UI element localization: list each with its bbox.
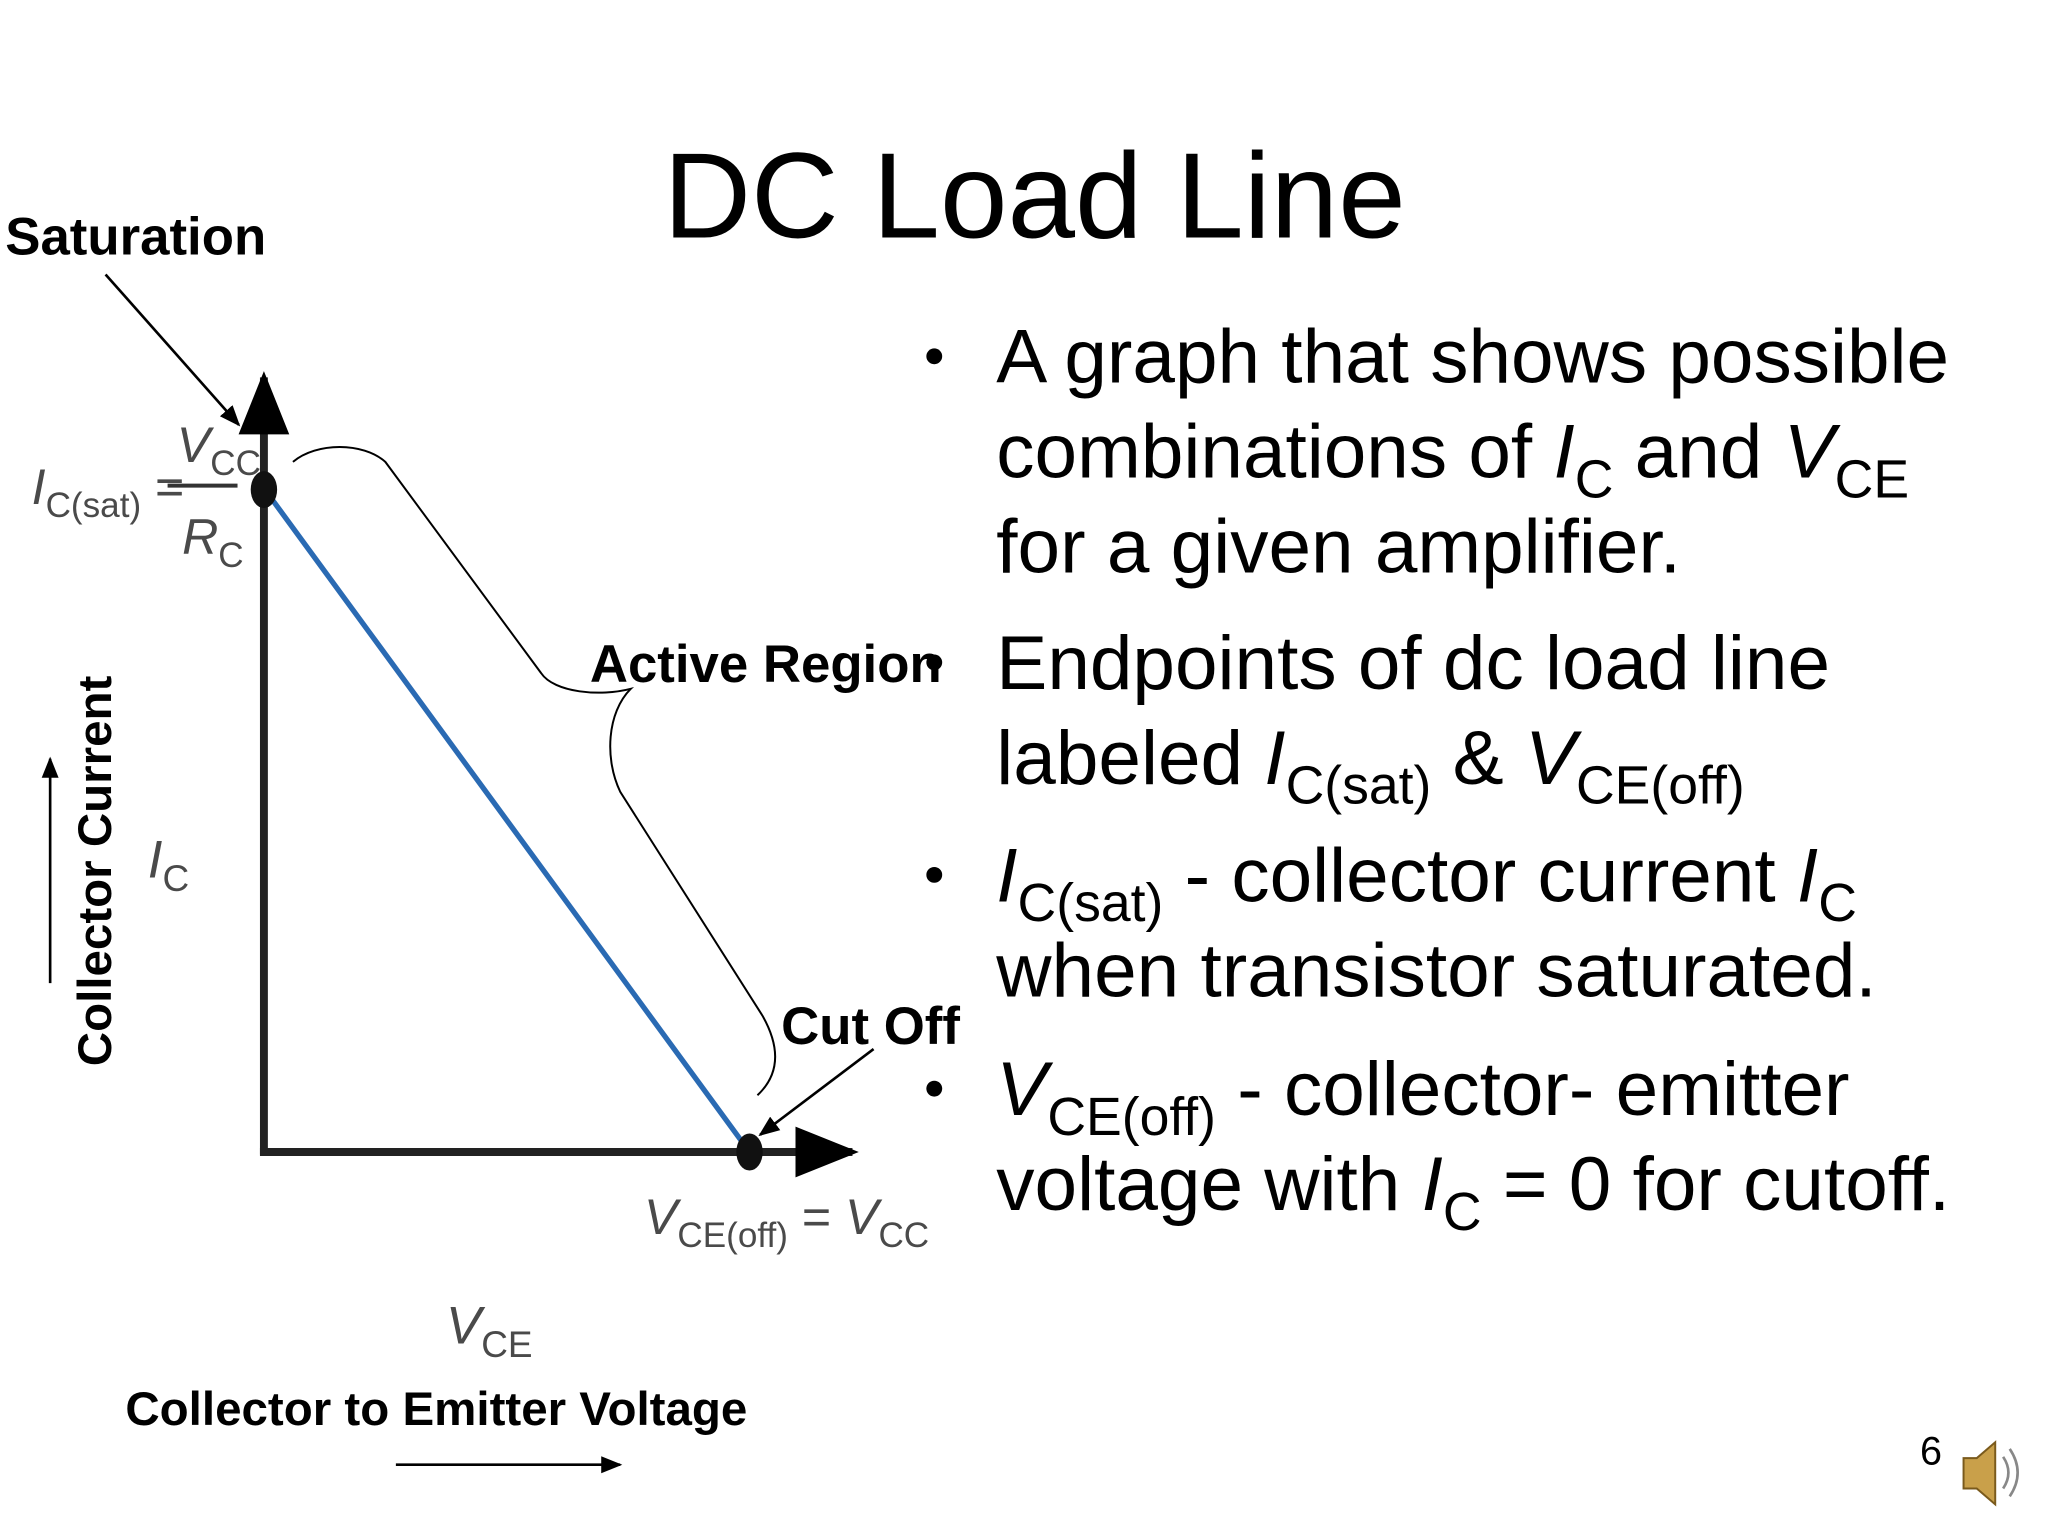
text-run: I (1553, 410, 1574, 495)
text-run: - collector- emitter (1216, 1047, 1850, 1132)
text-run: R (182, 509, 218, 565)
text-run: C(sat) (1018, 874, 1164, 933)
text-run: C (1818, 874, 1857, 933)
bullet-dot (926, 348, 943, 365)
text-run: = (141, 459, 184, 515)
text-run: for a given amplifier. (996, 505, 1681, 590)
text-run: C (162, 858, 189, 899)
ic-sat-denominator: RC (182, 509, 244, 575)
text-run: CE(off) (1047, 1088, 1216, 1147)
text-run: C (218, 536, 243, 575)
text-run: when transistor saturated. (995, 928, 1876, 1013)
text-run: V (1784, 410, 1841, 495)
text-run: V (644, 1189, 682, 1245)
text-run: = (788, 1189, 845, 1245)
bullet-line: combinations of IC and VCE (996, 410, 1909, 510)
x-axis-title: Collector to Emitter Voltage (125, 1383, 747, 1436)
text-run: I (1264, 716, 1285, 801)
active-region-brace (292, 446, 776, 1096)
text-run: & (1431, 716, 1525, 801)
text-run: CE(off) (677, 1216, 788, 1255)
bullet-line: IC(sat) - collector current IC (996, 833, 1857, 933)
text-run: and (1613, 410, 1783, 495)
text-run: labeled (996, 716, 1264, 801)
cutoff-label: Cut Off (781, 997, 960, 1056)
text-run: CC (878, 1216, 929, 1255)
slide-title: DC Load Line (663, 128, 1405, 264)
bullet-line: when transistor saturated. (995, 928, 1876, 1013)
bullet-line: VCE(off) - collector- emitter (996, 1047, 1849, 1147)
text-run: V (1525, 716, 1582, 801)
page-number: 6 (1920, 1430, 1942, 1474)
load-line (261, 486, 752, 1154)
bullet-line: for a given amplifier. (996, 505, 1681, 590)
text-run: C (1575, 451, 1614, 510)
bullet-line: Endpoints of dc load line (996, 621, 1830, 706)
text-run: C (1443, 1183, 1482, 1242)
ic-sat-label: IC(sat) = (32, 459, 185, 525)
text-run: I (148, 831, 163, 890)
text-run: CE(off) (1576, 757, 1745, 816)
text-run: A graph that shows possible (996, 315, 1949, 400)
text-run: CE (481, 1324, 532, 1365)
text-run: combinations of (996, 410, 1553, 495)
text-run: I (32, 459, 46, 515)
active-region-label: Active Region (590, 635, 942, 694)
text-run: I (1422, 1142, 1443, 1227)
bullet-dot (926, 1080, 943, 1097)
text-run: C(sat) (1286, 757, 1432, 816)
text-run: V (177, 417, 215, 473)
saturation-point (250, 471, 278, 509)
text-run: I (996, 833, 1017, 918)
text-run: V (446, 1296, 486, 1355)
vce-off-label: VCE(off) = VCC (644, 1189, 929, 1255)
ic-sat-numerator: VCC (177, 417, 261, 483)
vce-axis-symbol: VCE (446, 1296, 533, 1365)
text-run: CE (1835, 451, 1909, 510)
ic-axis-symbol: IC (148, 831, 189, 900)
text-run: I (1797, 833, 1818, 918)
bullet-dot (926, 654, 943, 671)
bullet-line: A graph that shows possible (996, 315, 1949, 400)
saturation-arrow (104, 273, 241, 427)
speaker-icon (1962, 1440, 2019, 1507)
text-run: voltage with (996, 1142, 1421, 1227)
bullet-dot (926, 866, 943, 883)
y-axis-title: Collector Current (69, 675, 122, 1066)
text-run: V (996, 1047, 1053, 1132)
bullet-line: voltage with IC = 0 for cutoff. (996, 1142, 1950, 1242)
cutoff-point (736, 1133, 763, 1171)
cutoff-arrow (758, 1048, 875, 1137)
text-run: = 0 for cutoff. (1482, 1142, 1951, 1227)
text-run: C(sat) (46, 486, 142, 525)
bullet-line: labeled IC(sat) & VCE(off) (996, 716, 1744, 816)
load-line-diagram: Saturation Active Region Cut Off Collect… (5, 208, 960, 1474)
text-run: CC (210, 444, 261, 483)
text-run: Endpoints of dc load line (996, 621, 1830, 706)
saturation-label: Saturation (5, 208, 266, 267)
text-run: - collector current (1163, 833, 1797, 918)
text-run: V (845, 1189, 883, 1245)
